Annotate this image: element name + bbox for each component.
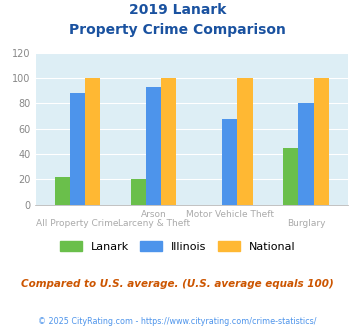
Bar [146,87,161,205]
Bar [70,93,85,205]
Text: Burglary: Burglary [287,219,325,228]
Bar [313,78,329,205]
Text: Larceny & Theft: Larceny & Theft [118,219,190,228]
Text: 2019 Lanark: 2019 Lanark [129,3,226,17]
Bar [161,78,176,205]
Text: Arson: Arson [141,210,166,218]
Bar [85,78,100,205]
Text: All Property Crime: All Property Crime [36,219,119,228]
Text: Property Crime Comparison: Property Crime Comparison [69,23,286,37]
Bar [298,103,313,205]
Bar [222,118,237,205]
Text: Motor Vehicle Theft: Motor Vehicle Theft [186,210,274,218]
Bar [55,177,70,205]
Bar [131,179,146,205]
Text: © 2025 CityRating.com - https://www.cityrating.com/crime-statistics/: © 2025 CityRating.com - https://www.city… [38,317,317,326]
Text: Compared to U.S. average. (U.S. average equals 100): Compared to U.S. average. (U.S. average … [21,279,334,289]
Bar [283,148,298,205]
Bar [237,78,253,205]
Legend: Lanark, Illinois, National: Lanark, Illinois, National [55,237,300,256]
